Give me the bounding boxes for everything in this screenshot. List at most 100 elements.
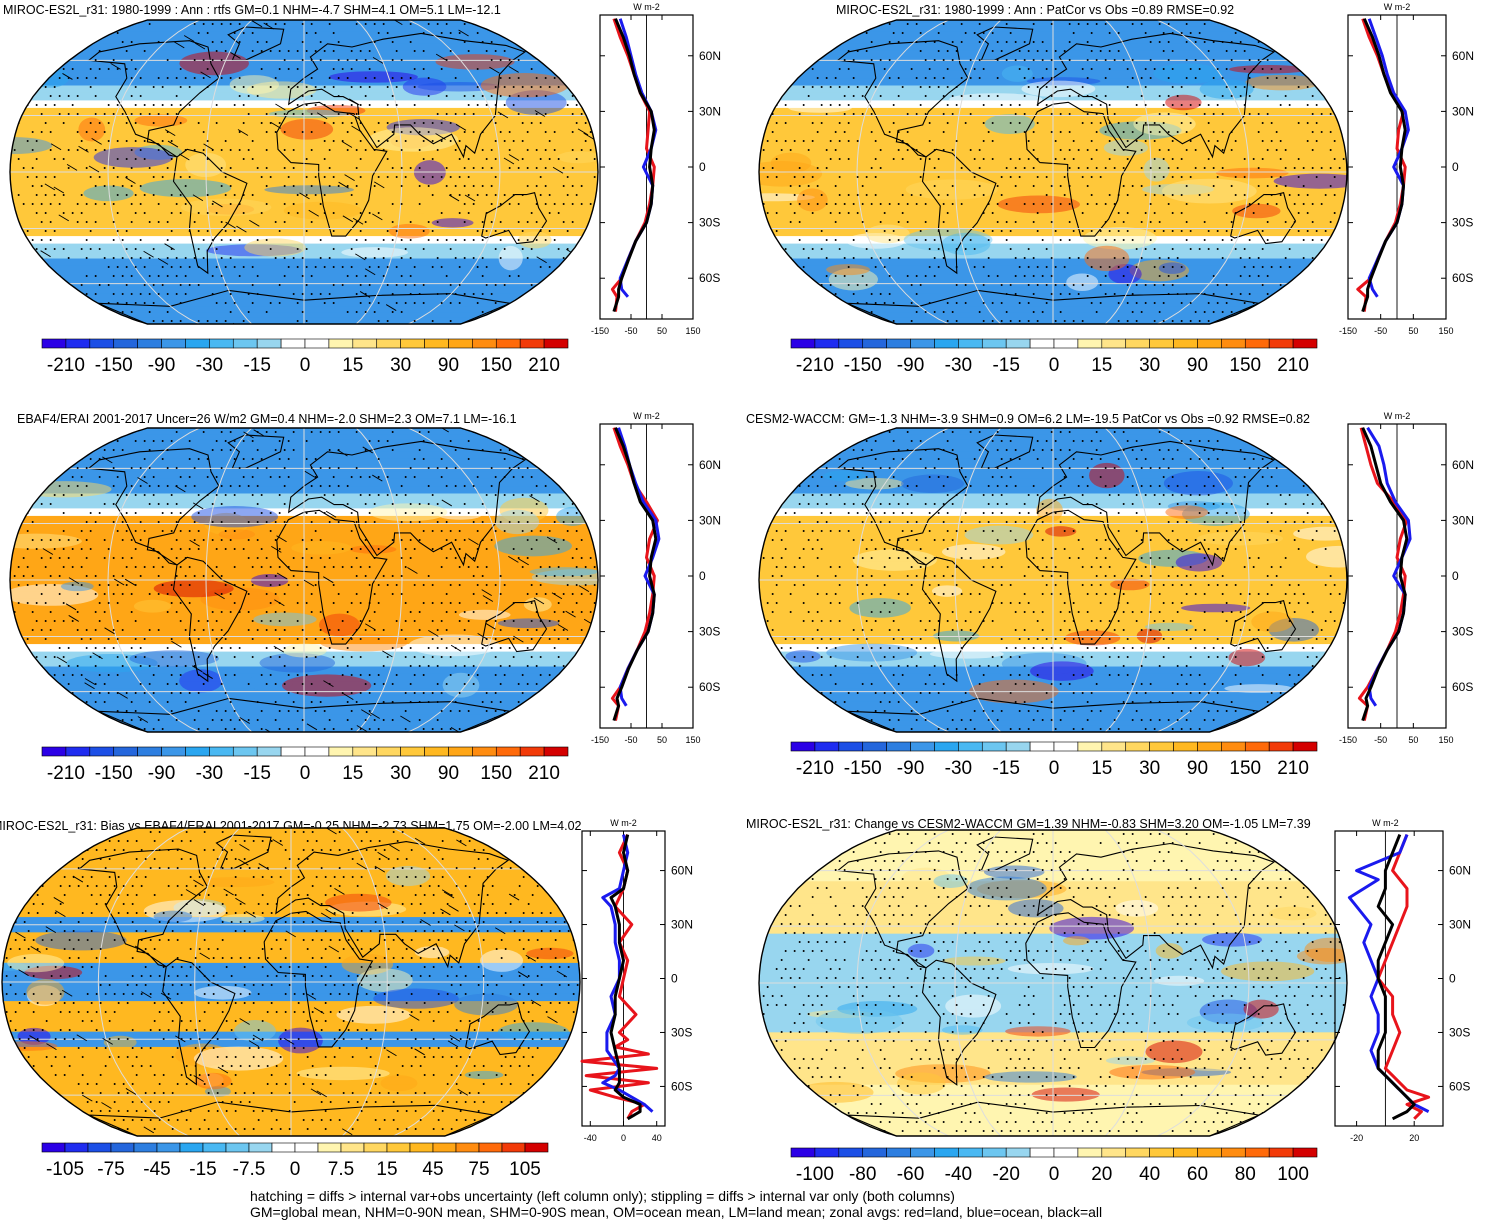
stipple-dot — [1167, 485, 1170, 487]
hatch-mark — [513, 635, 524, 643]
stipple-dot — [906, 503, 909, 505]
hatch-mark — [385, 304, 397, 311]
stipple-dot — [766, 176, 769, 178]
stipple-dot — [1252, 266, 1255, 268]
stipple-dot — [798, 41, 801, 43]
stipple-dot — [445, 293, 448, 295]
stipple-dot — [170, 674, 173, 676]
stipple-dot — [454, 665, 457, 667]
stipple-dot — [571, 167, 574, 169]
stipple-dot — [820, 530, 823, 532]
stipple-dot — [35, 158, 38, 160]
stipple-dot — [368, 494, 371, 496]
stipple-dot — [242, 32, 245, 34]
stipple-dot — [179, 692, 182, 694]
stipple-dot — [197, 320, 200, 322]
stipple-dot — [1009, 248, 1012, 250]
stipple-dot — [170, 140, 173, 142]
stipple-dot — [870, 311, 873, 313]
stipple-dot — [157, 41, 160, 43]
stipple-dot — [562, 683, 565, 685]
stipple-dot — [1288, 320, 1291, 322]
stipple-dot — [125, 158, 128, 160]
stipple-dot — [901, 212, 904, 214]
stipple-dot — [820, 86, 823, 88]
stipple-dot — [1086, 59, 1089, 61]
stipple-dot — [40, 503, 43, 505]
stipple-dot — [251, 638, 254, 640]
stipple-dot — [40, 701, 43, 703]
stipple-dot — [134, 548, 137, 550]
stipple-dot — [919, 230, 922, 232]
stipple-dot — [346, 701, 349, 703]
stipple-dot — [319, 467, 322, 469]
stipple-dot — [139, 149, 142, 151]
stipple-dot — [134, 122, 137, 124]
stipple-dot — [463, 149, 466, 151]
stipple-dot — [589, 149, 592, 151]
stipple-dot — [1320, 59, 1323, 61]
stipple-dot — [1212, 185, 1215, 187]
stipple-dot — [535, 539, 538, 541]
stipple-dot — [847, 86, 850, 88]
stipple-dot — [188, 530, 191, 532]
stipple-dot — [1014, 275, 1017, 277]
stipple-dot — [1248, 95, 1251, 97]
colorbar-swatch — [1053, 338, 1079, 349]
stipple-dot — [1036, 86, 1039, 88]
field-anomaly — [283, 201, 363, 220]
stipple-dot — [1090, 440, 1093, 442]
stipple-dot — [1041, 311, 1044, 313]
stipple-dot — [1329, 41, 1332, 43]
stipple-dot — [566, 176, 569, 178]
stipple-dot — [951, 575, 954, 577]
stipple-dot — [820, 50, 823, 52]
graticule-meridian — [205, 20, 253, 324]
stipple-dot — [1311, 77, 1314, 79]
stipple-dot — [1108, 140, 1111, 142]
stipple-dot — [1171, 476, 1174, 478]
stipple-dot — [530, 512, 533, 514]
stipple-dot — [472, 665, 475, 667]
stipple-dot — [1077, 521, 1080, 523]
stipple-dot — [499, 77, 502, 79]
stipple-dot — [883, 266, 886, 268]
stipple-dot — [775, 530, 778, 532]
stipple-dot — [1045, 302, 1048, 304]
stipple-dot — [274, 629, 277, 631]
stipple-dot — [125, 512, 128, 514]
stipple-dot — [148, 113, 151, 115]
stipple-dot — [1117, 212, 1120, 214]
stipple-dot — [49, 539, 52, 541]
stipple-dot — [1009, 440, 1012, 442]
stipple-dot — [58, 467, 61, 469]
hatch-mark — [265, 728, 276, 732]
stipple-dot — [816, 431, 819, 433]
stipple-dot — [982, 494, 985, 496]
stipple-dot — [1108, 68, 1111, 70]
stipple-dot — [1234, 548, 1237, 550]
stipple-dot — [17, 68, 20, 70]
stipple-dot — [1324, 476, 1327, 478]
coastline-australia — [481, 600, 548, 653]
stipple-dot — [775, 266, 778, 268]
stipple-dot — [494, 584, 497, 586]
stipple-dot — [553, 719, 556, 721]
stipple-dot — [368, 302, 371, 304]
stipple-dot — [112, 239, 115, 241]
stipple-dot — [409, 257, 412, 259]
stipple-dot — [1194, 503, 1197, 505]
stipple-dot — [1203, 311, 1206, 313]
stipple-dot — [1050, 77, 1053, 79]
stipple-dot — [256, 503, 259, 505]
stipple-dot — [802, 530, 805, 532]
stipple-dot — [368, 50, 371, 52]
stipple-dot — [1176, 275, 1179, 277]
stipple-dot — [924, 95, 927, 97]
stipple-dot — [256, 293, 259, 295]
stipple-dot — [305, 194, 308, 196]
stipple-dot — [31, 59, 34, 61]
stipple-dot — [94, 293, 97, 295]
stipple-dot — [188, 602, 191, 604]
